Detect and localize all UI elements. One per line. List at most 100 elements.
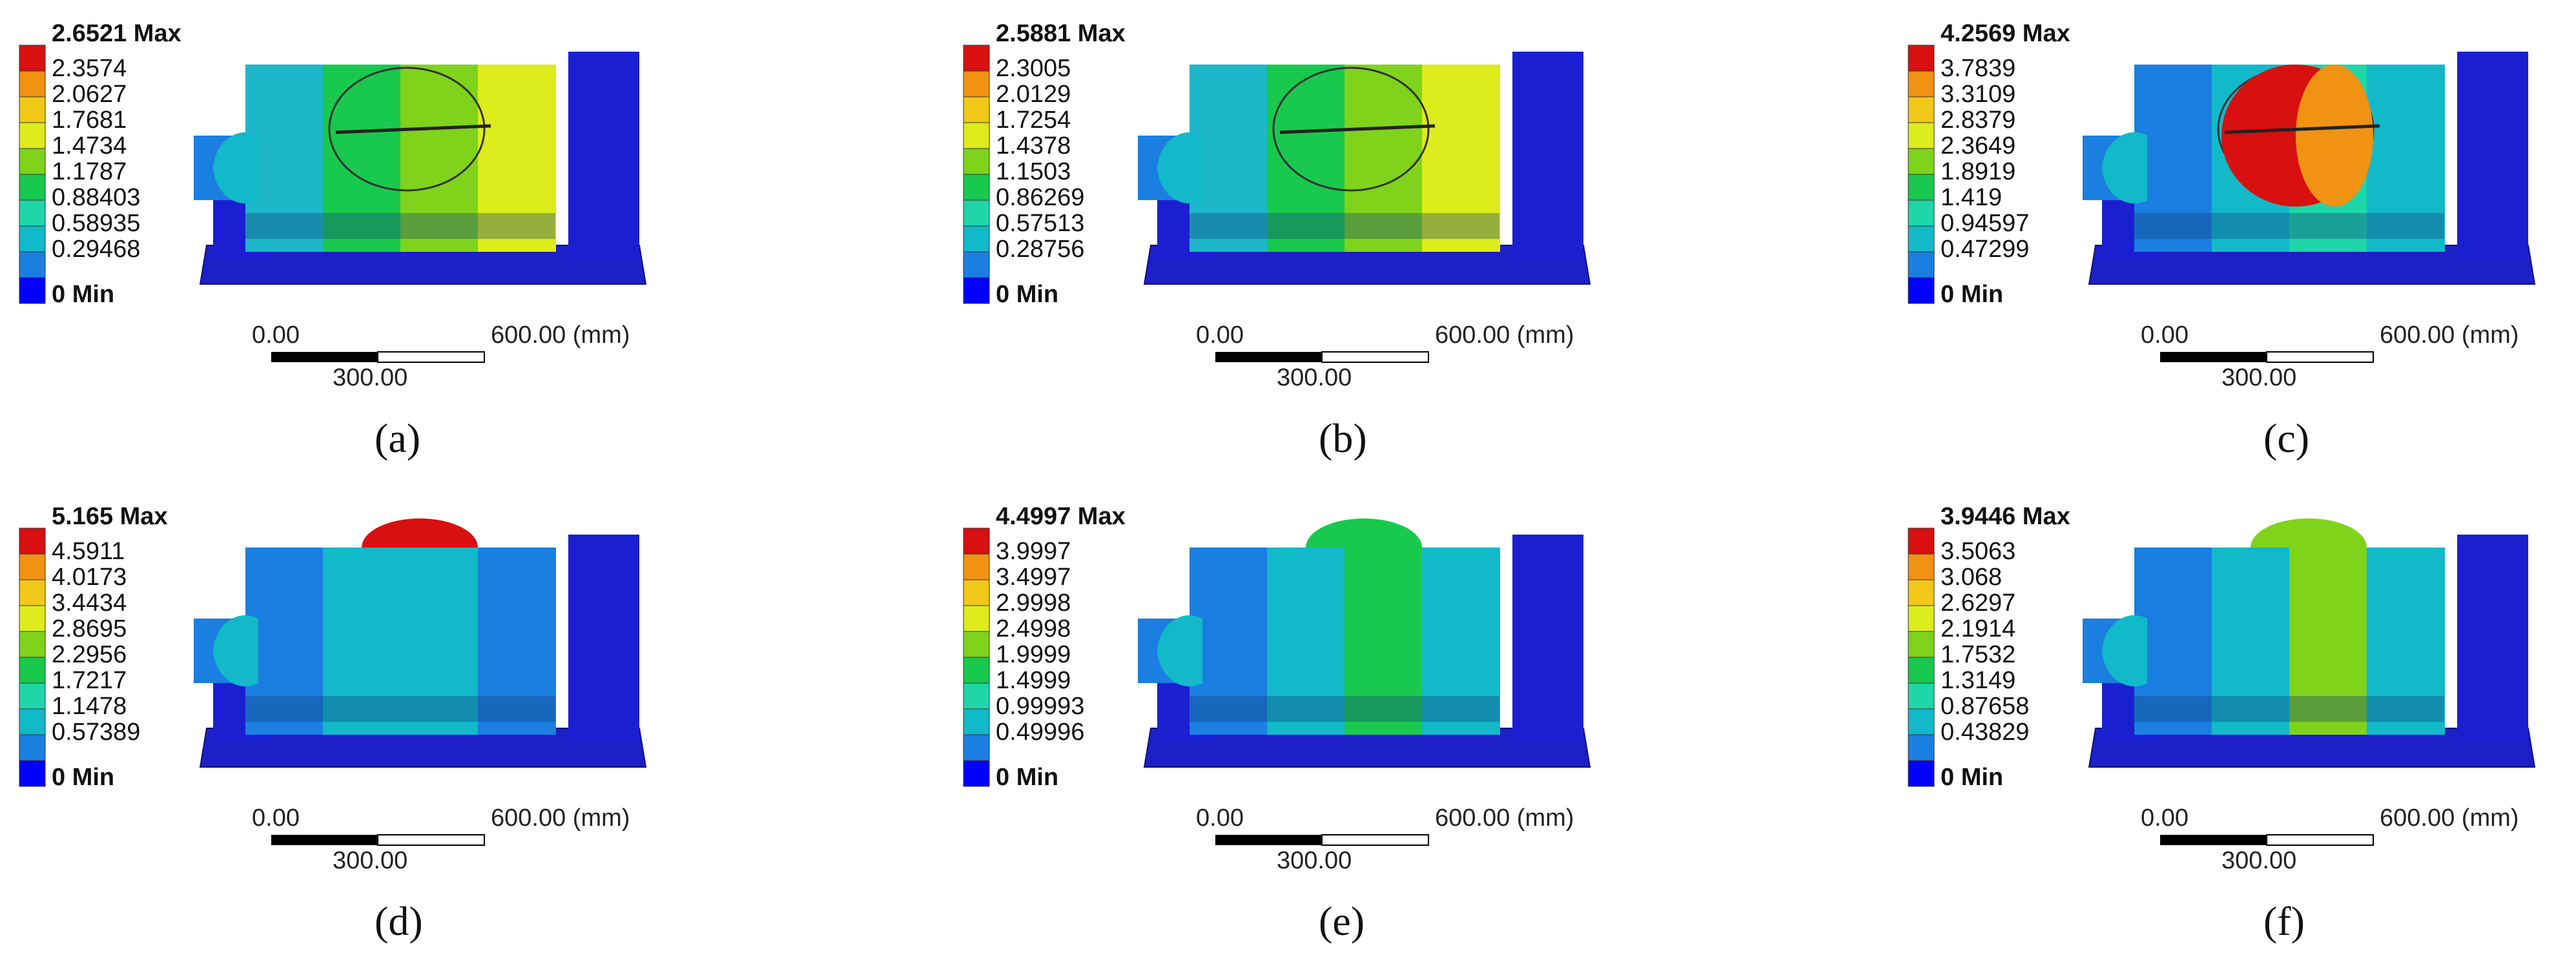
body-shadow xyxy=(1190,696,1499,722)
legend-label: 0.49996 xyxy=(996,719,1084,746)
scale-bar-black xyxy=(2160,835,2267,845)
legend-swatch xyxy=(19,45,46,72)
body-band xyxy=(1345,548,1423,735)
legend-label: 1.4734 xyxy=(52,132,127,159)
legend-swatch xyxy=(963,553,990,580)
scale-right-label: 600.00 (mm) xyxy=(2380,322,2519,349)
contour-legend: 2.6521 Max 2.35742.06271.76811.47341.1787… xyxy=(19,20,181,308)
dome xyxy=(1306,518,1422,548)
legend-swatch xyxy=(963,251,990,278)
body-band xyxy=(2289,548,2367,735)
legend-label: 3.9997 xyxy=(996,538,1071,565)
scale-bar-black xyxy=(271,352,378,362)
panel-caption: (d) xyxy=(375,898,423,944)
body-band xyxy=(2367,548,2445,735)
scale-left-label: 0.00 xyxy=(2141,804,2189,832)
legend-swatch xyxy=(19,579,46,606)
scale-bar-white xyxy=(1321,351,1429,363)
body-band xyxy=(478,65,556,252)
legend-label: 2.0627 xyxy=(52,81,127,108)
legend-label: 0.29468 xyxy=(52,236,140,263)
panel-caption: (a) xyxy=(375,415,420,461)
scale-left-label: 0.00 xyxy=(1196,804,1244,832)
legend-swatch xyxy=(1908,734,1935,761)
scale-mid-label: 300.00 xyxy=(1277,847,1352,874)
scale-bar: 0.00 600.00 (mm) 300.00 xyxy=(1196,804,1574,874)
legend-swatch xyxy=(1908,760,1935,787)
scale-bar: 0.00 600.00 (mm) 300.00 xyxy=(2141,804,2519,874)
legend-label: 2.1914 xyxy=(1941,615,2015,642)
legend-label: 1.4999 xyxy=(996,667,1071,694)
legend-swatch xyxy=(1908,96,1935,123)
legend-swatch xyxy=(1908,251,1935,278)
legend-swatch xyxy=(963,527,990,555)
body-band xyxy=(400,65,479,252)
legend-label: 0.43829 xyxy=(1941,719,2029,746)
legend-label: 1.1478 xyxy=(52,693,127,720)
legend-label: 2.3649 xyxy=(1941,132,2015,159)
body-shadow xyxy=(245,696,555,722)
panel-f: 3.9446 Max 3.5063 3.068 2.6297 2.1914 1.7532 1… xyxy=(1889,483,2576,964)
panel-svg: 4.4997 Max 3.99973.49972.99982.49981.9999… xyxy=(963,503,1591,944)
body-band xyxy=(1267,548,1345,735)
legend-max-label: 4.2569 Max xyxy=(1941,20,2070,47)
legend-label: 2.8695 xyxy=(52,615,127,642)
left-boss-face xyxy=(2102,132,2147,204)
bore-slot xyxy=(335,124,491,134)
legend-label: 0.28756 xyxy=(996,236,1084,263)
bore-hotspot-2 xyxy=(2296,65,2373,207)
legend-swatch xyxy=(19,527,46,555)
body-band xyxy=(2367,65,2445,252)
legend-swatch xyxy=(963,682,990,710)
legend-label: 1.9999 xyxy=(996,641,1071,668)
contour-legend: 4.2569 Max 3.78393.31092.83792.36491.8919… xyxy=(1908,20,2070,308)
contour-legend: 4.4997 Max 3.99973.49972.99982.49981.9999… xyxy=(963,503,1126,791)
right-support xyxy=(2457,535,2528,741)
scale-bar: 0.00 600.00 (mm) 300.00 xyxy=(1196,322,1574,391)
legend-label: 4.0173 xyxy=(52,564,127,591)
legend-swatch xyxy=(963,631,990,658)
left-boss-face xyxy=(2102,615,2147,687)
body-band xyxy=(1190,548,1268,735)
legend-label: 2.6297 xyxy=(1941,589,2015,617)
panel-caption: (c) xyxy=(2263,415,2309,461)
panel-svg: 5.165 Max4.59114.01733.44342.86952.29561… xyxy=(19,503,647,944)
scale-bar-black xyxy=(2160,352,2267,362)
legend-swatch xyxy=(1908,148,1935,175)
scale-bar-black xyxy=(1215,352,1322,362)
legend-min-label: 0 Min xyxy=(1941,764,2003,791)
legend-swatch xyxy=(19,734,46,761)
legend-label: 2.9998 xyxy=(996,589,1071,617)
legend-swatch xyxy=(963,70,990,97)
legend-label: 2.0129 xyxy=(996,81,1071,108)
body-band xyxy=(1422,548,1500,735)
legend-swatch xyxy=(19,277,46,304)
panel-b: 2.5881 Max 2.3005 2.0129 1.7254 1.4378 1.1503… xyxy=(944,0,1888,481)
body-band xyxy=(2134,65,2212,252)
right-support xyxy=(1512,52,1583,258)
legend-label: 0.87658 xyxy=(1941,693,2029,720)
legend-swatch xyxy=(19,148,46,175)
panel-svg: 3.9446 Max 3.50633.0682.62972.19141.75321… xyxy=(1908,503,2536,944)
scale-right-label: 600.00 (mm) xyxy=(1435,804,1574,832)
scale-left-label: 0.00 xyxy=(1196,322,1244,349)
right-support xyxy=(2457,52,2528,258)
panel-svg: 2.5881 Max 2.30052.01291.72541.43781.1503… xyxy=(963,20,1591,461)
legend-swatch xyxy=(19,70,46,97)
legend-swatch xyxy=(1908,122,1935,149)
body-band xyxy=(1345,65,1423,252)
legend-swatch xyxy=(1908,277,1935,304)
contour-legend: 3.9446 Max 3.50633.0682.62972.19141.75321… xyxy=(1908,503,2070,791)
legend-swatch xyxy=(19,122,46,149)
legend-label: 1.8919 xyxy=(1941,158,2015,185)
panel-caption: (f) xyxy=(2263,898,2305,944)
legend-min-label: 0 Min xyxy=(1941,281,2003,308)
panel-caption: (e) xyxy=(1319,898,1365,944)
panel-c: 4.2569 Max 3.7839 3.3109 2.8379 2.3649 1.8919… xyxy=(1889,0,2576,481)
legend-label: 1.3149 xyxy=(1941,667,2015,694)
legend-max-label: 4.4997 Max xyxy=(996,503,1126,530)
legend-label: 0.47299 xyxy=(1941,236,2029,263)
legend-swatch xyxy=(963,148,990,175)
legend-label: 3.068 xyxy=(1941,564,2002,591)
legend-swatch xyxy=(963,708,990,735)
